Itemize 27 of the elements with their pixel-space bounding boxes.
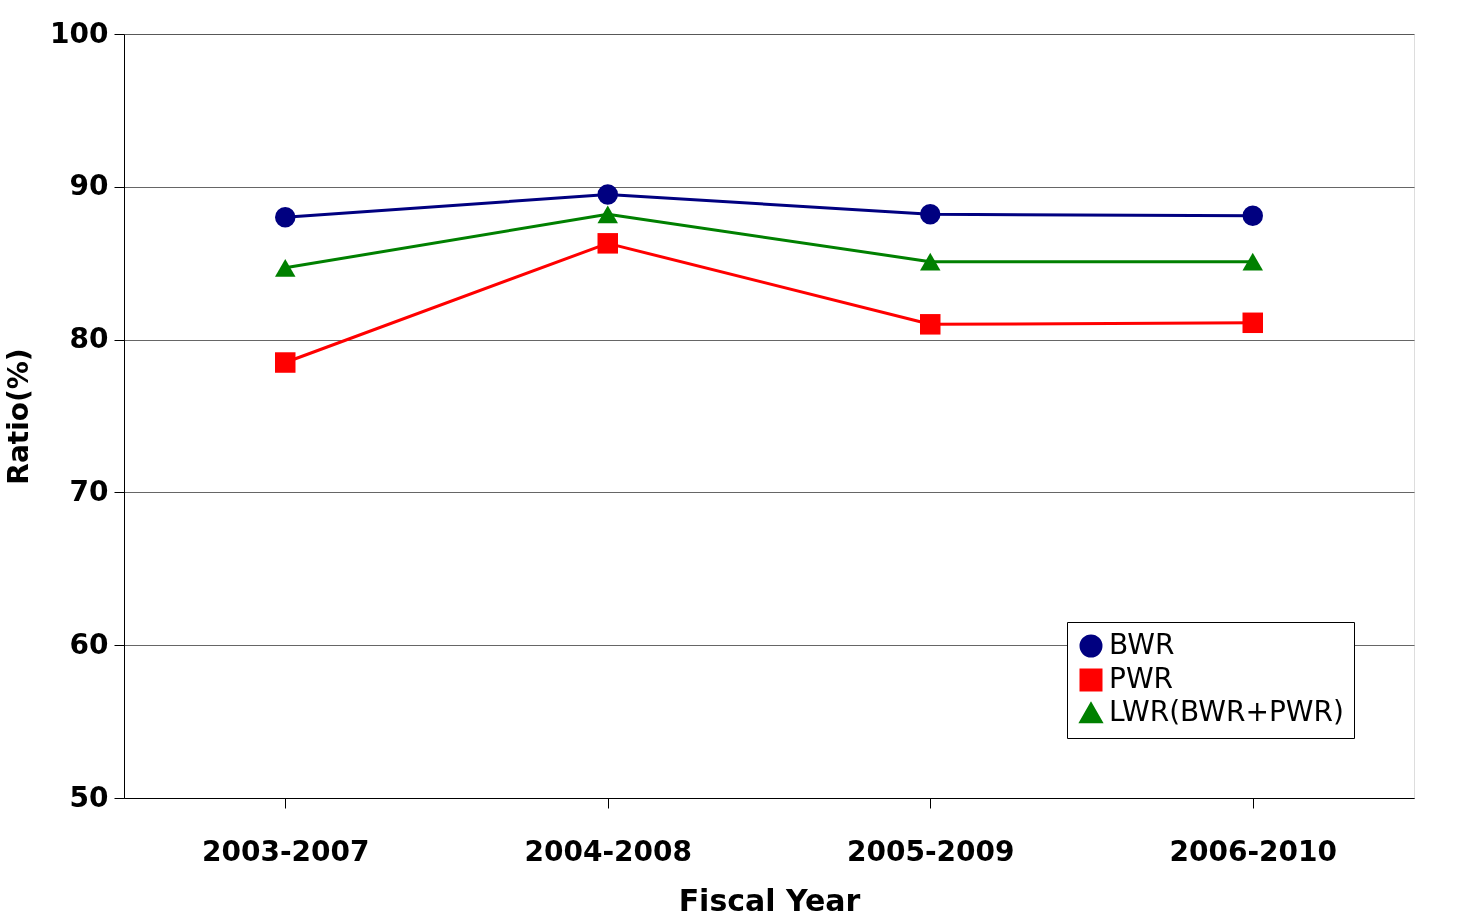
point bbox=[597, 184, 618, 205]
point bbox=[275, 352, 296, 373]
point bbox=[920, 252, 941, 271]
x-tick-label: 2003-2007 bbox=[202, 834, 370, 868]
point bbox=[1242, 252, 1263, 271]
y-tick-label: 50 bbox=[69, 780, 109, 814]
legend-label: BWR bbox=[1109, 628, 1175, 661]
y-tick-label: 60 bbox=[69, 627, 109, 661]
legend-label: LWR(BWR+PWR) bbox=[1109, 695, 1344, 728]
x-tick-label: 2006-2010 bbox=[1169, 834, 1337, 868]
y-tick-label: 100 bbox=[50, 16, 109, 50]
point bbox=[275, 258, 296, 277]
point bbox=[597, 205, 618, 224]
y-tick-label: 80 bbox=[69, 322, 109, 356]
point bbox=[920, 204, 941, 225]
y-axis-title: Ratio(%) bbox=[2, 348, 36, 485]
y-tick-label: 70 bbox=[69, 474, 109, 508]
legend-label: PWR bbox=[1109, 662, 1174, 695]
x-tick-label: 2005-2009 bbox=[847, 834, 1015, 868]
x-tick-label: 2004-2008 bbox=[524, 834, 692, 868]
point bbox=[275, 207, 296, 228]
point bbox=[597, 233, 618, 254]
point bbox=[1242, 205, 1263, 227]
y-tick-label: 90 bbox=[69, 169, 109, 203]
x-axis-title: Fiscal Year bbox=[678, 882, 861, 918]
point bbox=[920, 314, 941, 335]
point bbox=[1242, 312, 1263, 334]
